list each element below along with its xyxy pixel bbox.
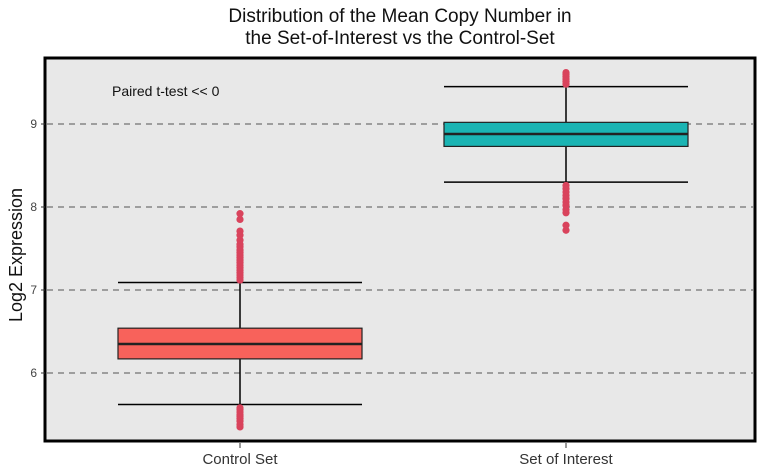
- plot-panel: [43, 56, 757, 443]
- chart-title: Distribution of the Mean Copy Number in …: [0, 6, 770, 50]
- outlier-point: [236, 210, 244, 218]
- y-tick-label-9: 9: [30, 117, 37, 131]
- t-test-annotation: Paired t-test << 0: [112, 83, 220, 99]
- outlier-point: [236, 404, 244, 412]
- x-tick-label: Control Set: [202, 451, 278, 468]
- x-tick-label: Set of Interest: [519, 451, 613, 468]
- outlier-point: [236, 215, 244, 224]
- box-control-set: [117, 210, 363, 431]
- box-set-of-interest: [443, 68, 689, 234]
- chart-title-line-1: Distribution of the Mean Copy Number in: [228, 6, 572, 27]
- y-tick-label-6: 6: [30, 366, 37, 380]
- boxes: [117, 68, 689, 431]
- outlier-point: [236, 227, 244, 235]
- y-tick-label-8: 8: [30, 200, 37, 214]
- outlier-point: [562, 221, 570, 229]
- outlier-point: [236, 236, 244, 244]
- y-axis-ticks: 6 7 8 9: [30, 117, 45, 380]
- outlier-point: [562, 68, 570, 77]
- x-axis-ticks: Control Set Set of Interest: [202, 443, 614, 468]
- outlier-point: [562, 226, 570, 234]
- y-tick-label-7: 7: [30, 283, 37, 297]
- y-axis-label: Log2 Expression: [6, 188, 26, 322]
- outlier-point: [562, 181, 570, 190]
- chart-title-line-2: the Set-of-Interest vs the Control-Set: [245, 28, 555, 49]
